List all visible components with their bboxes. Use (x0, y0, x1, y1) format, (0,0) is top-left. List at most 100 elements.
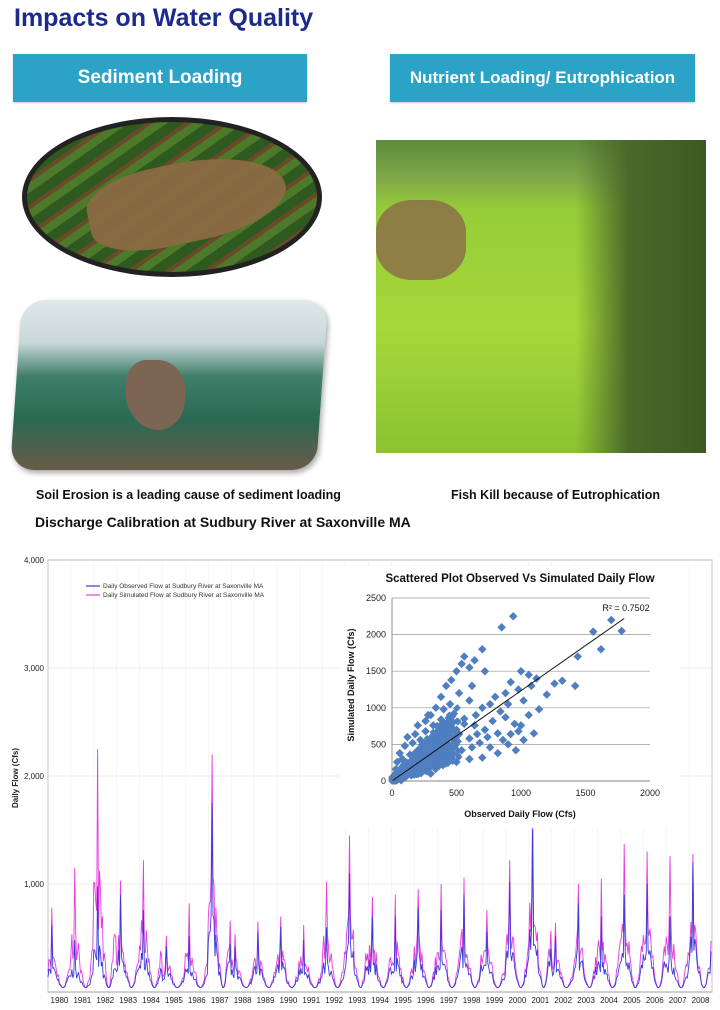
scatter-point (452, 757, 461, 767)
soil-erosion-caption: Soil Erosion is a leading cause of sedim… (36, 488, 341, 502)
scatter-point (465, 696, 474, 705)
timeseries-x-tick-label: 2007 (669, 996, 687, 1005)
scatter-point (454, 688, 464, 698)
timeseries-x-tick-label: 2005 (623, 996, 641, 1005)
scatter-point (496, 707, 505, 716)
scatter-point (436, 715, 446, 724)
scatter-x-tick-label: 2000 (640, 788, 660, 798)
r-squared-annotation: R² = 0.7502 (602, 603, 649, 613)
timeseries-x-tick-label: 1997 (440, 996, 458, 1005)
timeseries-y-tick-label: 2,000 (24, 772, 45, 781)
scatter-point (510, 719, 519, 729)
scatter-point (570, 681, 580, 691)
scatter-y-tick-label: 2500 (366, 593, 386, 603)
scatter-point (410, 756, 420, 765)
timeseries-y-tick-label: 3,000 (24, 664, 45, 673)
scatter-point (467, 681, 477, 691)
chart-heading: Discharge Calibration at Sudbury River a… (35, 514, 411, 530)
page-title: Impacts on Water Quality (14, 4, 314, 32)
timeseries-x-tick-label: 1994 (371, 996, 389, 1005)
scatter-x-axis-label: Observed Daily Flow (Cfs) (464, 809, 576, 819)
scatter-point (413, 721, 423, 730)
timeseries-x-tick-label: 2000 (508, 996, 526, 1005)
scatter-point (501, 688, 510, 698)
scatter-title: Scattered Plot Observed Vs Simulated Dai… (385, 573, 654, 585)
timeseries-x-tick-label: 1983 (119, 996, 137, 1005)
scatter-y-axis-label: Simulated Daily Flow (Cfs) (346, 628, 356, 741)
timeseries-x-tick-label: 2001 (531, 996, 549, 1005)
sediment-loading-banner: Sediment Loading (13, 54, 307, 102)
scatter-point (498, 735, 508, 745)
scatter-point (471, 710, 481, 720)
scatter-point (493, 748, 503, 758)
timeseries-x-tick-label: 2006 (646, 996, 664, 1005)
scatter-point (410, 729, 420, 739)
scatter-point (465, 754, 474, 764)
scatter-point (534, 705, 544, 714)
scatter-point (488, 716, 497, 726)
scatter-point (501, 713, 510, 722)
timeseries-x-tick-label: 1998 (463, 996, 481, 1005)
scatter-point (485, 699, 495, 709)
scatter-point (434, 731, 443, 740)
scatter-y-tick-label: 1500 (366, 666, 386, 676)
timeseries-x-tick-label: 1980 (51, 996, 69, 1005)
timeseries-x-tick-label: 1985 (165, 996, 183, 1005)
timeseries-y-axis-label: Daily Flow (Cfs) (11, 748, 20, 808)
scatter-point (426, 757, 435, 767)
scatter-point (550, 679, 559, 688)
scatter-point (441, 681, 451, 691)
scatter-point (431, 703, 441, 713)
timeseries-x-tick-label: 1993 (348, 996, 366, 1005)
scatter-point (439, 747, 448, 756)
legend-observed-label: Daily Observed Flow at Sudbury River at … (103, 583, 264, 590)
scatter-point (439, 705, 448, 714)
scatter-y-tick-label: 500 (371, 739, 386, 749)
scatter-point (459, 714, 469, 724)
timeseries-x-tick-label: 2008 (692, 996, 710, 1005)
scatter-point (395, 748, 404, 758)
scatter-point (503, 699, 513, 709)
scatter-point (470, 655, 479, 665)
scatter-point (519, 696, 528, 705)
scatter-point (480, 725, 490, 735)
scatter-point (478, 703, 487, 713)
legend-simulated-label: Daily Simulated Flow at Sudbury River at… (103, 592, 265, 599)
scatter-x-tick-label: 1500 (575, 788, 595, 798)
timeseries-x-tick-label: 1987 (211, 996, 229, 1005)
scatter-point (529, 729, 539, 738)
scatter-point (429, 721, 438, 730)
cropland-erosion-photo (22, 117, 322, 277)
timeseries-x-tick-label: 1991 (302, 996, 320, 1005)
scatter-plot-inset: Scattered Plot Observed Vs Simulated Dai… (340, 566, 680, 828)
timeseries-x-tick-label: 1992 (325, 996, 343, 1005)
scatter-point (480, 666, 490, 676)
scatter-point (497, 623, 506, 632)
scatter-point (447, 723, 455, 731)
timeseries-x-tick-label: 1982 (96, 996, 114, 1005)
timeseries-x-tick-label: 2003 (577, 996, 595, 1005)
scatter-point (511, 746, 521, 755)
scatter-y-tick-label: 1000 (366, 703, 386, 713)
scatter-point (447, 741, 456, 751)
timeseries-x-tick-label: 1984 (142, 996, 160, 1005)
scatter-point (452, 666, 461, 676)
scatter-x-tick-label: 0 (389, 788, 394, 798)
timeseries-y-tick-label: 1,000 (24, 880, 45, 889)
timeseries-x-tick-label: 1995 (394, 996, 412, 1005)
algae-pond-photo (376, 140, 706, 453)
scatter-point (503, 740, 513, 749)
scatter-point (475, 738, 484, 748)
scatter-y-tick-label: 2000 (366, 630, 386, 640)
timeseries-x-tick-label: 1981 (73, 996, 91, 1005)
scatter-point (408, 738, 417, 748)
timeseries-x-tick-label: 1989 (257, 996, 275, 1005)
scatter-point (532, 674, 541, 683)
scatter-point (558, 676, 567, 685)
scatter-point (445, 699, 455, 709)
scatter-point (465, 663, 474, 672)
scatter-point (470, 721, 479, 730)
scatter-point (472, 729, 482, 739)
scatter-point (444, 713, 454, 723)
scatter-x-tick-label: 500 (449, 788, 464, 798)
